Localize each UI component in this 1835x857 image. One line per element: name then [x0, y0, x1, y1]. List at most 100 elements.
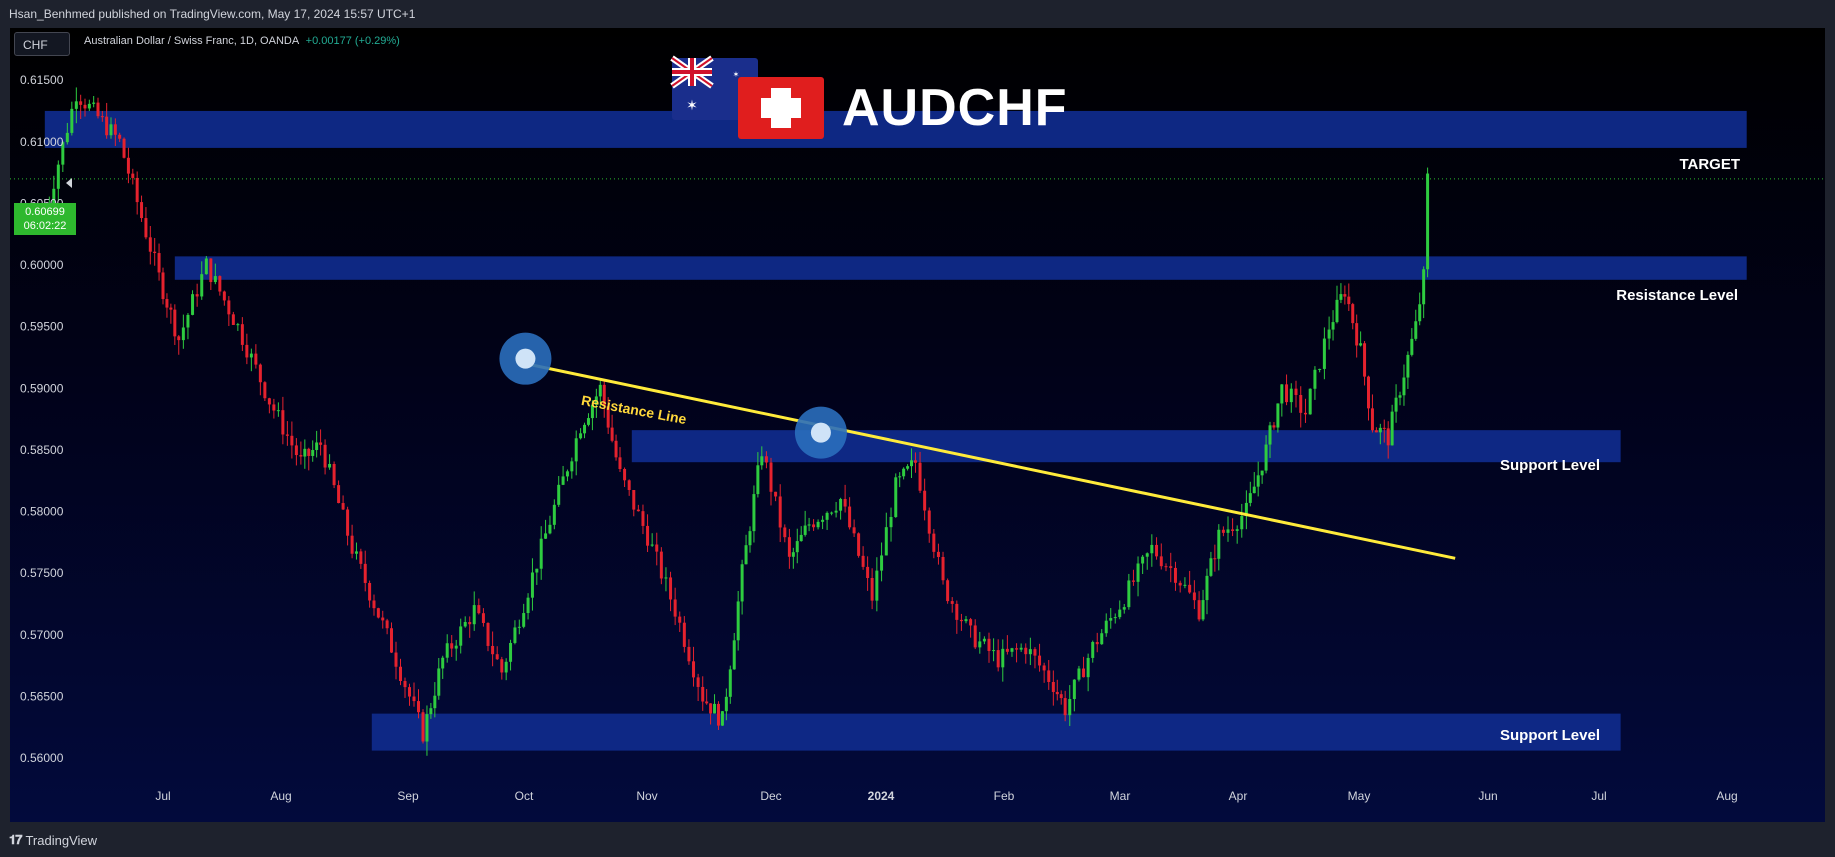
time-axis-label: Aug [1716, 789, 1737, 803]
candle-body [906, 466, 910, 469]
candle-body [561, 476, 565, 485]
candle-body [736, 601, 740, 641]
candle-body [218, 276, 222, 292]
price-axis-label: 0.59500 [20, 320, 64, 334]
candle-body [368, 582, 372, 601]
candle-body [398, 666, 402, 682]
candle-body [70, 108, 74, 133]
candle-body [1169, 566, 1173, 568]
candle-body [1173, 567, 1177, 583]
candle-body [795, 541, 799, 553]
candle-body [769, 462, 773, 492]
candle-body [1410, 338, 1414, 355]
candle-body [1303, 412, 1307, 415]
candlestick-chart[interactable]: 0.620000.615000.610000.605000.600000.595… [10, 28, 1825, 822]
candle-body [544, 533, 548, 539]
candle-body [79, 101, 83, 105]
candle-body [83, 104, 87, 109]
candle-body [319, 442, 323, 445]
candle-body [1390, 411, 1394, 446]
candle-body [574, 438, 578, 462]
candle-body [144, 218, 148, 238]
candle-body [200, 274, 204, 297]
candle-body [978, 641, 982, 648]
candle-body [632, 489, 636, 510]
candle-body [1192, 592, 1196, 601]
candle-body [646, 525, 650, 546]
chart-area[interactable]: 0.620000.615000.610000.605000.600000.595… [10, 28, 1825, 822]
candle-body [433, 695, 437, 709]
time-axis-label: Jul [1591, 789, 1606, 803]
candle-body [486, 622, 490, 646]
candle-body [701, 686, 705, 702]
candle-body [530, 572, 534, 598]
time-axis-label: Apr [1229, 789, 1248, 803]
candle-body [240, 324, 244, 345]
tradingview-logo[interactable]: 𝟏𝟕 TradingView [9, 832, 97, 848]
candle-body [517, 626, 521, 628]
candle-body [692, 661, 696, 678]
candle-body [1402, 377, 1406, 396]
candle-body [1100, 633, 1104, 645]
price-axis-label: 0.58000 [20, 505, 64, 519]
candle-body [122, 138, 126, 158]
candle-body [1313, 369, 1317, 389]
candle-body [276, 410, 280, 412]
candle-body [848, 506, 852, 528]
candle-body [1299, 394, 1303, 413]
candle-body [328, 463, 332, 468]
candle-body [173, 309, 177, 337]
candle-body [87, 103, 91, 109]
candle-body [732, 640, 736, 670]
candle-body [590, 404, 594, 419]
candle-body [222, 291, 226, 301]
candle-body [586, 418, 590, 425]
candle-body [394, 652, 398, 667]
pivot-marker-core-0 [515, 348, 536, 369]
candle-body [421, 712, 425, 742]
candle-body [825, 512, 829, 520]
candle-body [1155, 544, 1159, 557]
publisher-info: Hsan_Benhmed published on TradingView.co… [9, 7, 416, 21]
candle-body [1289, 388, 1293, 403]
candle-body [191, 294, 195, 315]
candle-body [209, 258, 213, 283]
candle-body [1047, 670, 1051, 682]
candle-body [950, 601, 954, 604]
candle-body [1201, 600, 1205, 620]
candle-body [1244, 502, 1248, 517]
candle-body [323, 444, 327, 468]
candle-body [1367, 376, 1371, 409]
candle-body [61, 142, 65, 165]
candle-body [740, 564, 744, 602]
candle-body [1104, 620, 1108, 634]
candle-body [1150, 544, 1154, 554]
candle-body [1109, 618, 1113, 621]
candle-body [570, 461, 574, 472]
bottom-bar [0, 822, 1835, 857]
candle-body [231, 314, 235, 325]
pair-banner: ✶ ✶ ✶ [670, 55, 1060, 145]
candle-body [195, 294, 199, 297]
candle-body [669, 577, 673, 600]
symbol-box[interactable]: CHF [14, 32, 70, 56]
candle-body [1188, 584, 1192, 593]
time-axis-label: May [1348, 789, 1371, 803]
candle-body [481, 613, 485, 623]
candle-body [614, 440, 618, 458]
candle-body [969, 619, 973, 626]
candle-body [389, 628, 393, 653]
candle-body [791, 552, 795, 557]
candle-body [52, 188, 56, 204]
candle-body [249, 353, 253, 358]
candle-body [315, 442, 319, 451]
tradingview-logo-icon: 𝟏𝟕 [9, 832, 23, 847]
candle-body [1051, 681, 1055, 692]
candle-body [852, 527, 856, 534]
candle-body [1398, 395, 1402, 398]
candle-body [1386, 428, 1390, 446]
candle-body [1019, 647, 1023, 650]
candle-body [1322, 338, 1326, 369]
candle-body [1339, 294, 1343, 300]
time-axis-label: Dec [760, 789, 781, 803]
